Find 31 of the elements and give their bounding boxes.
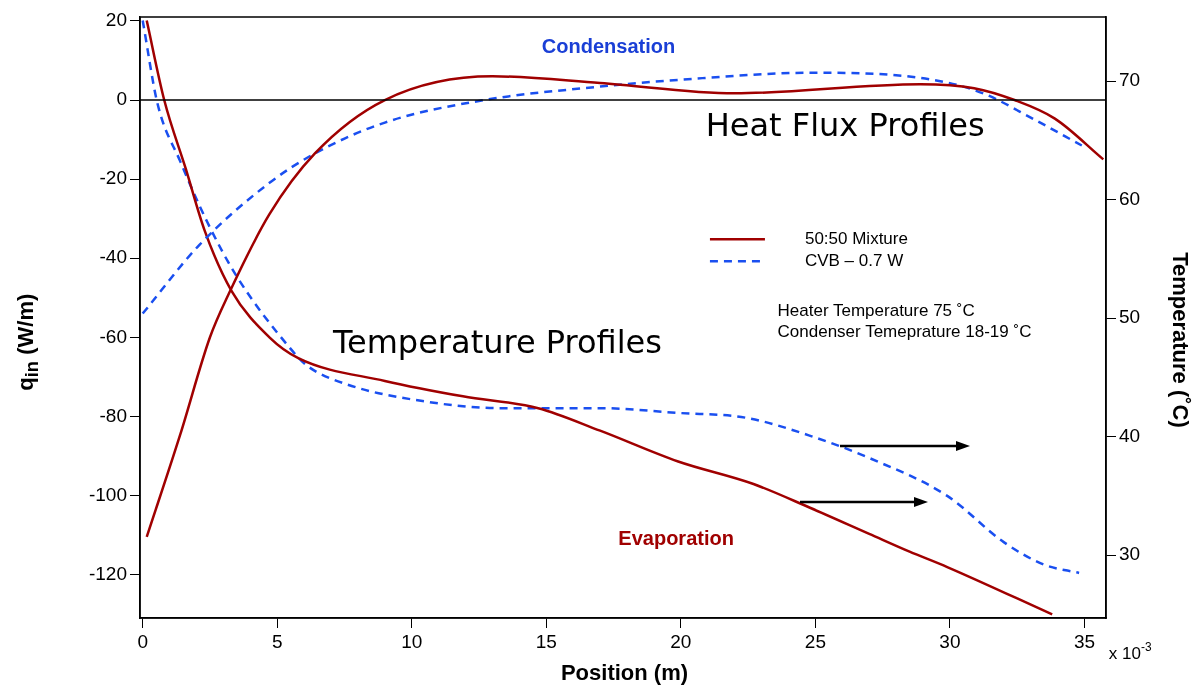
x-tick-label: 15	[535, 630, 557, 652]
x-tick-label: 20	[670, 630, 692, 652]
y-tick-label: -100	[88, 483, 127, 505]
annotation: Condenser Temeprature 18-19 ˚C	[777, 322, 1032, 342]
x-tick-label: 35	[1073, 630, 1096, 652]
y-tick-label: -80	[99, 404, 127, 426]
y2-tick-label: 60	[1119, 187, 1141, 209]
y-tick-label: 20	[105, 9, 127, 31]
y2-tick-label: 70	[1119, 69, 1141, 91]
y-tick-label: -120	[88, 562, 127, 584]
x-tick-label: 0	[137, 630, 148, 652]
annotation: Temperature Profiles	[331, 322, 662, 361]
y2-tick-label: 30	[1119, 543, 1141, 565]
annotation: Heat Flux Profiles	[705, 106, 985, 145]
x-tick-label: 10	[401, 630, 423, 652]
y-tick-label: -40	[99, 246, 127, 268]
annotation: Evaporation	[618, 527, 734, 550]
x-axis-title: Position (m)	[560, 660, 689, 685]
annotation: Condensation	[541, 34, 676, 57]
x-tick-label: 30	[939, 630, 961, 652]
legend-label: 50:50 Mixture	[804, 229, 908, 249]
x-tick-label: 5	[271, 630, 283, 652]
y2-tick-label: 50	[1119, 306, 1141, 328]
x-tick-label: 25	[804, 630, 826, 652]
y2-tick-label: 40	[1119, 424, 1141, 446]
y-tick-label: -20	[99, 167, 127, 189]
y-tick-label: -60	[99, 325, 127, 347]
y-tick-label: 0	[116, 88, 127, 110]
legend-label: CVB – 0.7 W	[804, 251, 904, 271]
annotation: Heater Temperature 75 ˚C	[777, 301, 975, 321]
y2-axis-title: Temperature (˚C)	[1167, 251, 1193, 430]
